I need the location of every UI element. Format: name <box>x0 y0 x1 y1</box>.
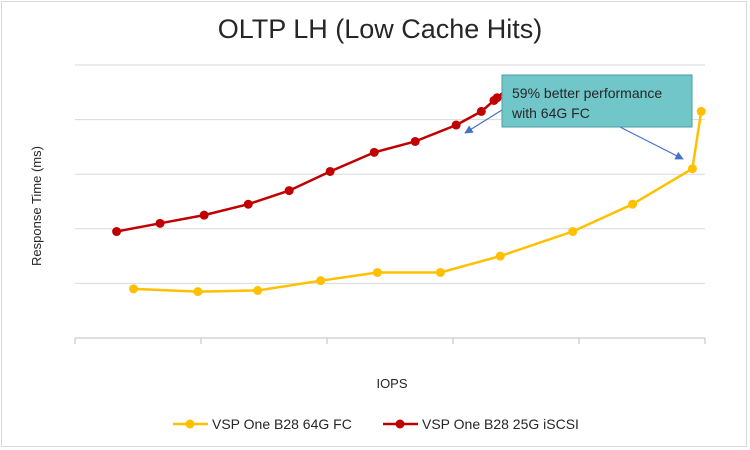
data-point <box>687 164 697 174</box>
y-axis-label: Response Time (ms) <box>29 146 44 266</box>
data-point <box>451 120 461 130</box>
legend-item-fc[interactable]: VSP One B28 64G FC <box>173 416 352 432</box>
legend-label-fc: VSP One B28 64G FC <box>212 416 352 432</box>
series-line <box>116 88 508 233</box>
data-point <box>495 251 505 261</box>
data-point <box>369 147 379 157</box>
data-point <box>253 285 263 295</box>
data-point <box>193 287 203 297</box>
callout-text-line2: with 64G FC <box>511 105 590 121</box>
series-fc <box>129 106 706 297</box>
x-axis <box>74 337 706 344</box>
data-point <box>243 199 253 209</box>
data-point <box>435 267 445 277</box>
data-point <box>628 199 638 209</box>
callout-arrow-yellow <box>619 126 684 160</box>
series-iscsi <box>112 85 512 237</box>
legend-marker-iscsi <box>395 419 405 429</box>
legend-item-iscsi[interactable]: VSP One B28 25G iSCSI <box>383 416 579 432</box>
data-point <box>284 186 294 196</box>
data-point <box>492 93 502 103</box>
chart-title: OLTP LH (Low Cache Hits) <box>218 14 543 44</box>
data-point <box>129 284 139 294</box>
series-layer <box>112 85 706 297</box>
data-point <box>372 267 382 277</box>
legend-label-iscsi: VSP One B28 25G iSCSI <box>422 416 579 432</box>
callout-box <box>501 74 693 128</box>
data-point <box>199 210 209 220</box>
data-point <box>696 106 706 116</box>
data-point <box>316 276 326 286</box>
data-point <box>476 106 486 116</box>
data-point <box>568 227 578 237</box>
callout-arrow-red <box>464 109 503 134</box>
data-point <box>325 166 335 176</box>
data-point <box>410 136 420 146</box>
annotation-callout: 59% better performance with 64G FC <box>464 74 693 160</box>
x-axis-label: IOPS <box>376 376 407 391</box>
legend: VSP One B28 64G FC VSP One B28 25G iSCSI <box>173 416 579 432</box>
legend-marker-fc <box>185 419 195 429</box>
data-point <box>112 227 122 237</box>
data-point <box>155 218 165 228</box>
callout-text-line1: 59% better performance <box>512 85 662 101</box>
